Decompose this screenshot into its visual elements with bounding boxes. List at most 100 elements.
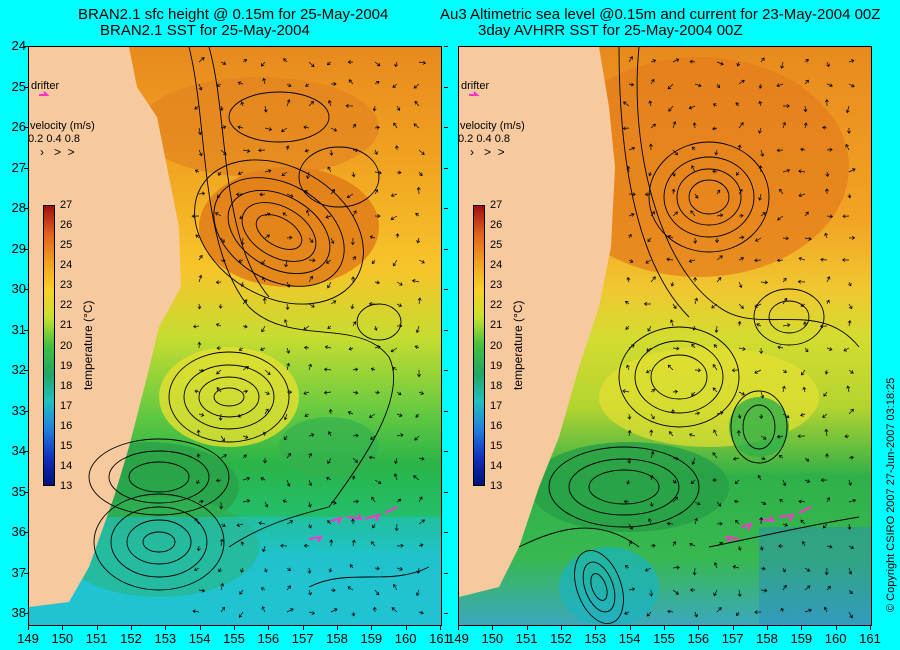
left-velocity-arrows: › > > [40,145,75,159]
lon-tick-label: 159 [790,631,813,646]
velocity-arrow [242,476,251,481]
velocity-arrow [760,391,765,399]
velocity-arrow [196,429,201,437]
velocity-arrow [198,274,203,283]
lat-tick [24,329,28,331]
velocity-arrow [782,121,787,129]
velocity-arrow [628,192,636,197]
height-contours [88,47,430,591]
velocity-arrow [264,408,269,415]
cold-eddy [529,442,729,532]
right-velocity-arrows: › > > [470,145,505,159]
lon-tick-label: 154 [188,631,211,646]
lat-tick [444,491,448,493]
velocity-arrow [194,169,200,173]
velocity-arrow [218,171,222,176]
velocity-arrow [280,543,288,548]
left-title-line1: BRAN2.1 sfc height @ 0.15m for 25-May-20… [78,6,389,23]
velocity-arrow [758,127,762,134]
velocity-arrow [628,213,635,217]
velocity-arrow [624,301,630,305]
velocity-arrow [650,389,656,393]
lon-tick-label: 152 [120,631,142,646]
velocity-arrow [352,148,359,153]
velocity-arrow [738,257,745,261]
velocity-arrow [731,368,740,373]
velocity-arrow [374,149,378,155]
velocity-arrow [712,364,718,371]
velocity-arrow [716,213,724,218]
velocity-arrow [848,369,854,374]
right-velocity-label: velocity (m/s) [460,120,525,132]
velocity-arrow [220,523,226,527]
velocity-arrow [760,501,767,506]
velocity-arrow [281,127,288,132]
velocity-arrow [711,303,718,309]
velocity-arrow [626,479,631,485]
velocity-arrow [732,456,740,461]
velocity-arrow [667,234,674,239]
velocity-arrow [782,277,787,283]
velocity-arrow [286,83,292,87]
velocity-arrow [668,105,674,112]
velocity-arrow [216,387,222,393]
velocity-arrow [286,281,291,288]
lat-tick [444,127,448,128]
velocity-arrow [650,413,655,420]
velocity-arrow [396,281,403,286]
velocity-arrow [672,58,680,63]
velocity-arrow [672,456,680,461]
velocity-arrow [782,168,791,173]
velocity-arrow [220,435,225,442]
velocity-arrow [690,210,696,217]
velocity-arrow [628,233,632,239]
velocity-arrow [328,567,333,573]
velocity-arrow [392,83,398,88]
velocity-arrow [352,390,359,395]
velocity-arrow [372,606,377,613]
velocity-arrow [371,259,376,265]
velocity-arrow [804,347,809,353]
lat-tick [24,248,28,250]
lat-tick [24,167,28,169]
left-drifter-label: drifter [31,80,60,92]
velocity-arrow [666,257,674,262]
velocity-arrow [737,320,742,327]
velocity-arrow [754,369,762,374]
velocity-arrow [238,347,244,351]
velocity-arrow [370,435,376,440]
velocity-arrow [285,303,290,311]
velocity-arrow [826,214,834,219]
velocity-arrow [760,212,766,217]
velocity-arrow [325,214,332,219]
lon-tick [268,626,270,630]
colorbar-label: 25 [60,239,73,252]
velocity-arrow [628,56,633,63]
velocity-arrow [738,235,745,240]
velocity-arrow [847,193,852,199]
velocity-arrow [800,147,806,152]
lon-tick [629,626,631,630]
velocity-arrow [826,544,833,549]
velocity-arrow [776,434,784,439]
velocity-arrow [352,433,359,438]
velocity-arrow [198,254,203,261]
velocity-arrow [192,324,200,329]
velocity-arrow [848,567,853,575]
velocity-arrow [628,259,634,263]
velocity-arrow [716,521,723,526]
left-title-line2: BRAN2.1 SST for 25-May-2004 [100,22,310,39]
velocity-arrow [308,237,314,243]
velocity-arrow [308,452,312,459]
velocity-arrow [847,319,852,327]
velocity-arrow [413,123,420,129]
velocity-arrow [281,171,288,176]
velocity-arrow [196,453,201,459]
velocity-arrow [716,411,724,416]
velocity-arrow [417,297,422,305]
warm-eddy [199,167,379,287]
lat-tick-label: 29 [11,240,26,256]
velocity-arrow [646,611,652,617]
velocity-arrow [649,501,654,507]
velocity-arrow [308,61,315,68]
